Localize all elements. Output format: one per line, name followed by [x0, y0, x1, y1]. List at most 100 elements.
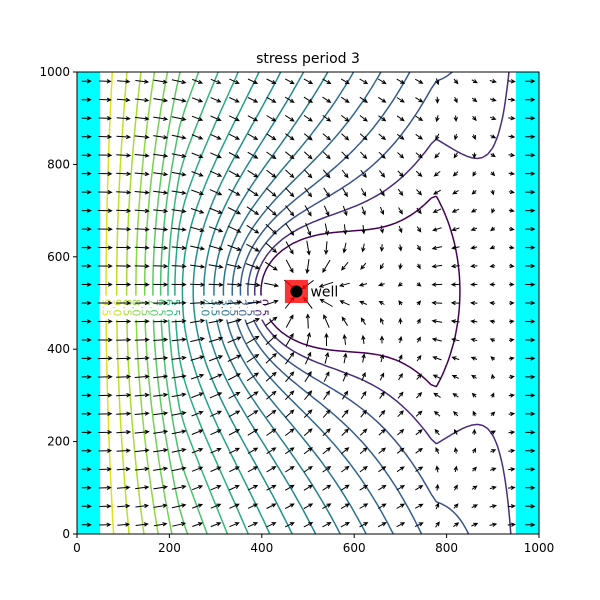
flow-vector [489, 319, 496, 324]
flow-vector [190, 318, 206, 324]
flow-vector [472, 152, 477, 159]
flow-vector [153, 98, 169, 103]
flow-vector [322, 409, 331, 418]
flow-vector [489, 245, 496, 250]
flow-vector [246, 243, 260, 252]
flow-vector [208, 336, 224, 343]
flow-vector [191, 466, 204, 472]
flow-vector [135, 79, 150, 84]
contour-line-12 [159, 72, 208, 534]
flow-vector [134, 392, 150, 398]
flow-vector [525, 282, 536, 287]
flow-vector [451, 245, 460, 250]
flow-vector [525, 522, 536, 527]
flow-vector [171, 466, 187, 472]
flow-vector [378, 170, 386, 178]
flow-vector [190, 355, 205, 361]
flow-vector [341, 261, 349, 271]
flow-vector [116, 153, 132, 158]
flow-vector [135, 503, 150, 509]
flow-vector [245, 318, 261, 325]
flow-vector [377, 78, 387, 85]
flow-vector [508, 467, 516, 472]
flow-vector [359, 115, 368, 122]
flow-vector [209, 207, 223, 214]
flow-vector [97, 208, 113, 213]
flow-vector [98, 171, 113, 176]
flow-vector [450, 300, 460, 306]
flow-vector [303, 114, 313, 122]
flow-vector [339, 300, 350, 306]
flow-vector [171, 337, 187, 342]
flow-vector [397, 282, 403, 287]
flow-vector [303, 133, 313, 141]
flow-vector [303, 78, 314, 85]
flow-vector [285, 371, 295, 383]
flow-vector [361, 353, 366, 363]
y-tick-label: 200 [47, 435, 70, 449]
well-marker [290, 285, 303, 298]
flow-vector [227, 300, 243, 305]
y-tick-label: 0 [62, 527, 70, 541]
flow-vector [415, 115, 424, 122]
flow-vector [450, 263, 460, 269]
flow-vector [171, 355, 187, 361]
y-tick-label: 600 [47, 250, 70, 264]
flow-vector [117, 79, 131, 84]
contour-line-14 [143, 72, 173, 534]
flow-vector [361, 334, 366, 344]
flow-vector [266, 390, 277, 400]
flow-vector [431, 337, 442, 342]
flow-vector [453, 96, 458, 104]
flow-vector [209, 373, 223, 380]
flow-vector [247, 169, 259, 178]
flow-vector [489, 485, 497, 490]
flow-vector [340, 78, 350, 85]
flow-vector [116, 190, 132, 195]
flow-vector [98, 134, 113, 139]
flow-vector [116, 208, 132, 213]
flow-vector [435, 446, 440, 454]
flow-vector [471, 504, 479, 509]
flow-vector [453, 133, 459, 141]
flow-vector [490, 411, 496, 417]
flow-vector [98, 485, 112, 490]
flow-vector [171, 503, 187, 509]
flow-vector [247, 115, 259, 122]
flow-vector [304, 187, 313, 198]
flow-vector [451, 337, 460, 342]
flow-vector [305, 313, 311, 329]
flow-vector [378, 484, 387, 491]
flow-vector [342, 187, 348, 198]
contour-line-5 [222, 72, 367, 534]
flow-vector [210, 503, 222, 509]
flow-vector [81, 282, 92, 287]
flow-vector [210, 133, 222, 140]
flow-vector [191, 429, 204, 435]
flow-vector [285, 114, 295, 122]
flow-vector [415, 170, 423, 177]
flow-vector [266, 522, 277, 528]
flow-vector [525, 319, 536, 324]
flow-vector [453, 522, 460, 528]
flow-vector [264, 261, 278, 271]
flow-vector [97, 300, 113, 306]
flow-vector [342, 224, 348, 236]
flow-vector [396, 484, 405, 491]
flow-vector [360, 390, 367, 400]
flow-vector [171, 97, 187, 103]
flow-vector [153, 227, 169, 232]
flow-vector [416, 263, 421, 270]
flow-vector [116, 97, 131, 103]
flow-vector [97, 356, 113, 361]
flow-vector [210, 97, 222, 103]
flow-vector [210, 429, 222, 436]
flow-vector [304, 371, 312, 383]
flow-vector [208, 245, 224, 251]
flow-vector [490, 430, 496, 435]
flow-vector [134, 282, 150, 287]
flow-vector [525, 448, 536, 454]
flow-vector [324, 351, 330, 364]
flow-vector [490, 189, 495, 196]
